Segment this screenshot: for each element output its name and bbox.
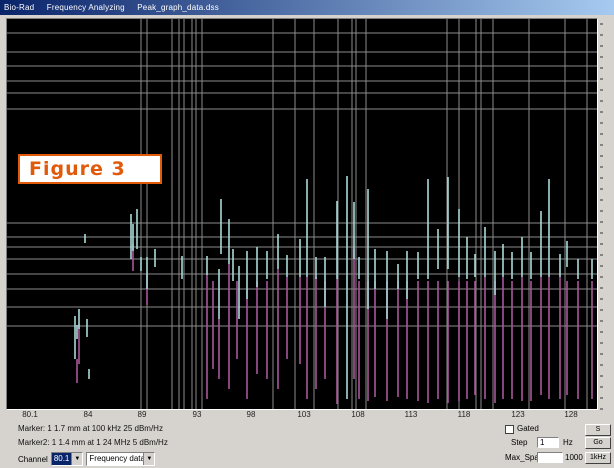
x-tick-label: 84 (83, 410, 93, 419)
x-tick-label: 80.1 (22, 410, 38, 419)
title-tool: Frequency Analyzing (46, 3, 125, 12)
x-tick-label: 113 (404, 410, 418, 419)
gated-checkbox-label: Gated (517, 424, 539, 433)
x-tick-label: 98 (246, 410, 256, 419)
right-controls: Gated S Step 1 Hz Go Max_Span 1000 1kHz (505, 424, 614, 468)
chevron-down-icon[interactable]: ▼ (143, 453, 155, 465)
s-button[interactable]: S (585, 424, 611, 436)
gated-checkbox[interactable] (505, 425, 514, 434)
x-axis-labels: 80.1 84 89 93 98 103 108 113 118 123 128 (6, 410, 598, 422)
title-file: Peak_graph_data.dss (137, 3, 219, 12)
khz-button[interactable]: 1kHz (585, 452, 611, 464)
title-app: Bio-Rad (4, 3, 35, 12)
title-bar: Bio-Rad Frequency Analyzing Peak_graph_d… (0, 0, 614, 15)
x-tick-label: 108 (351, 410, 365, 419)
marker-status-2: Marker2: 1 1.4 mm at 1 24 MHz 5 dBm/Hz (18, 438, 168, 447)
figure-label: Figure 3 (18, 154, 162, 184)
x-tick-label: 89 (137, 410, 147, 419)
x-tick-label: 123 (511, 410, 525, 419)
right-scale-ticks (600, 23, 603, 410)
spectrum-plot[interactable] (6, 18, 598, 410)
channel-label: Channel (18, 454, 48, 464)
x-tick-label: 93 (192, 410, 202, 419)
chevron-down-icon[interactable]: ▼ (71, 453, 83, 465)
mode-select-value: Frequency data (89, 454, 145, 463)
mode-select[interactable]: Frequency data ▼ (86, 452, 156, 466)
span-unit: 1000 (565, 453, 583, 462)
marker-status-1: Marker: 1 1.7 mm at 100 kHz 25 dBm/Hz (18, 424, 163, 433)
step-input[interactable]: 1 (537, 437, 559, 448)
right-scale (598, 18, 614, 410)
channel-select[interactable]: 80.1 ▼ (50, 452, 84, 466)
x-tick-label: 103 (297, 410, 311, 419)
span-input[interactable] (537, 452, 563, 463)
x-tick-label: 128 (564, 410, 578, 419)
span-label: Max_Span (505, 453, 544, 462)
channel-controls: Channel 80.1 ▼ Frequency data ▼ (18, 452, 156, 466)
spectrum-canvas[interactable] (7, 19, 597, 409)
step-unit: Hz (563, 438, 573, 447)
go-button[interactable]: Go (585, 437, 611, 449)
channel-select-value: 80.1 (51, 453, 72, 465)
step-label: Step (511, 438, 528, 447)
x-tick-label: 118 (457, 410, 471, 419)
